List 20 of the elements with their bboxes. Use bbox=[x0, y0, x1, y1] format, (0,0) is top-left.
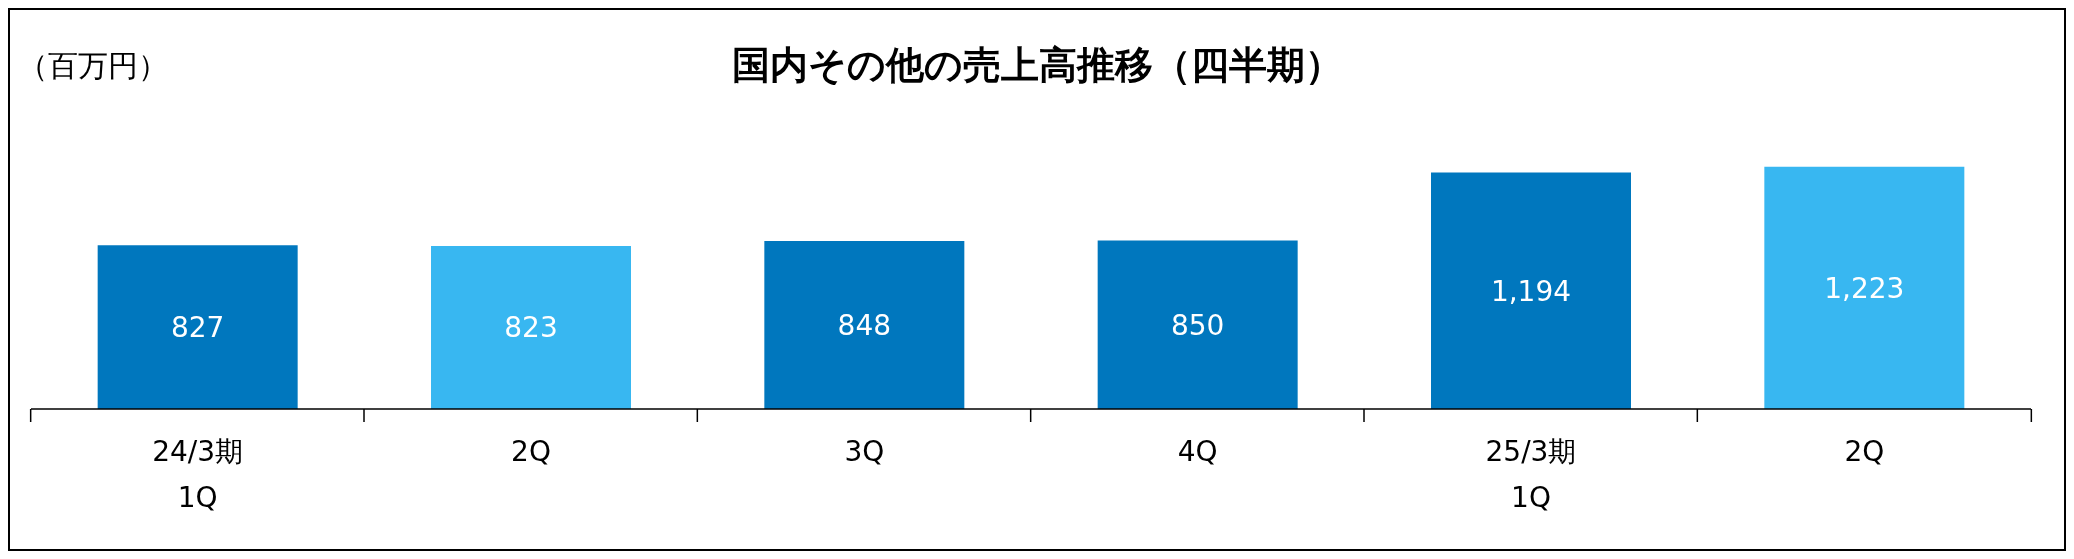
x-tick-label: 4Q bbox=[1177, 435, 1218, 468]
bar bbox=[764, 240, 965, 409]
y-axis-title: （百万円） bbox=[18, 47, 168, 85]
data-label: 850 bbox=[1170, 308, 1225, 342]
x-tick-label: 25/3期 1Q bbox=[1485, 435, 1577, 514]
chart-title: 国内その他の売上高推移（四半期） bbox=[731, 43, 1343, 87]
x-tick-label: 3Q bbox=[844, 435, 885, 468]
x-tick-label: 2Q bbox=[1844, 435, 1885, 468]
bar bbox=[97, 245, 298, 409]
bar bbox=[1764, 166, 1965, 409]
x-tick-label: 2Q bbox=[511, 435, 551, 468]
data-label: 823 bbox=[504, 311, 558, 345]
bar bbox=[1431, 172, 1631, 409]
data-label: 1,223 bbox=[1824, 271, 1905, 305]
bar bbox=[1097, 240, 1298, 409]
x-tick-label: 24/3期 1Q bbox=[152, 435, 244, 514]
data-label: 848 bbox=[837, 308, 892, 342]
data-label: 1,194 bbox=[1490, 274, 1572, 308]
data-label: 827 bbox=[170, 311, 225, 344]
bar bbox=[431, 245, 631, 409]
